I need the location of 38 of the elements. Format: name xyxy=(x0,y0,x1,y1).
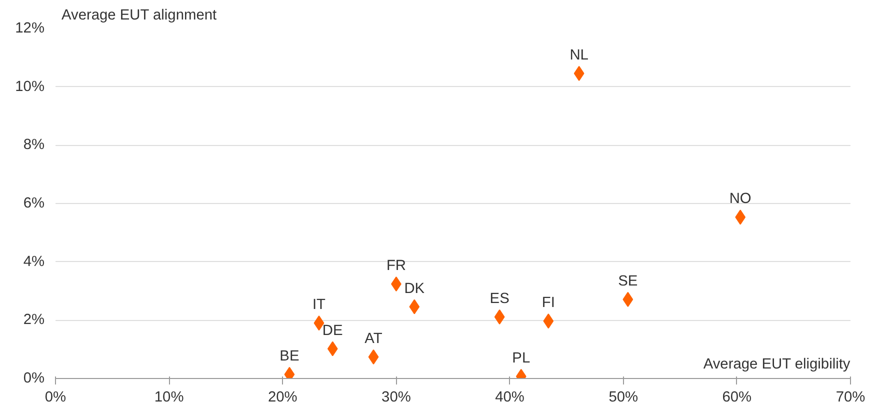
y-tick-label: 6% xyxy=(23,196,45,212)
annotation: DE xyxy=(322,322,344,339)
x-tick-label: 10% xyxy=(154,390,184,406)
point xyxy=(409,299,420,314)
annotation: PL xyxy=(512,350,530,366)
y-tick-label: 8% xyxy=(23,137,45,154)
point xyxy=(327,341,338,356)
x-tick-label: 70% xyxy=(836,390,866,406)
y-tick-label: 4% xyxy=(23,254,45,270)
point xyxy=(622,292,634,307)
x-axis-title: Average EUT eligibility xyxy=(703,356,851,372)
x-tick-label: 40% xyxy=(495,390,524,406)
x-tick-label: 0% xyxy=(44,390,66,406)
annotation: DK xyxy=(404,280,425,297)
annotation: NL xyxy=(570,47,588,64)
point xyxy=(391,276,402,292)
y-axis-title: Average EUT alignment xyxy=(62,8,217,24)
x-tick-label: 30% xyxy=(382,390,411,406)
annotation: FI xyxy=(542,295,555,312)
annotation: ES xyxy=(490,290,510,307)
annotation: BE xyxy=(280,348,300,364)
x-tick-label: 20% xyxy=(268,390,298,406)
point xyxy=(494,309,505,324)
y-tick-label: 0% xyxy=(23,370,45,386)
point xyxy=(368,349,379,364)
annotation: FR xyxy=(386,258,406,274)
point xyxy=(574,66,584,81)
annotation: AT xyxy=(364,330,382,347)
y-tick-label: 12% xyxy=(15,20,45,36)
y-tick-label: 2% xyxy=(23,312,45,328)
annotation: SE xyxy=(618,273,638,290)
x-tick-label: 60% xyxy=(722,390,752,406)
x-tick-label: 50% xyxy=(608,390,638,406)
y-tick-label: 10% xyxy=(15,78,45,95)
point xyxy=(314,316,324,331)
point xyxy=(543,314,554,329)
annotation: IT xyxy=(312,297,326,314)
annotation: NO xyxy=(729,191,752,208)
